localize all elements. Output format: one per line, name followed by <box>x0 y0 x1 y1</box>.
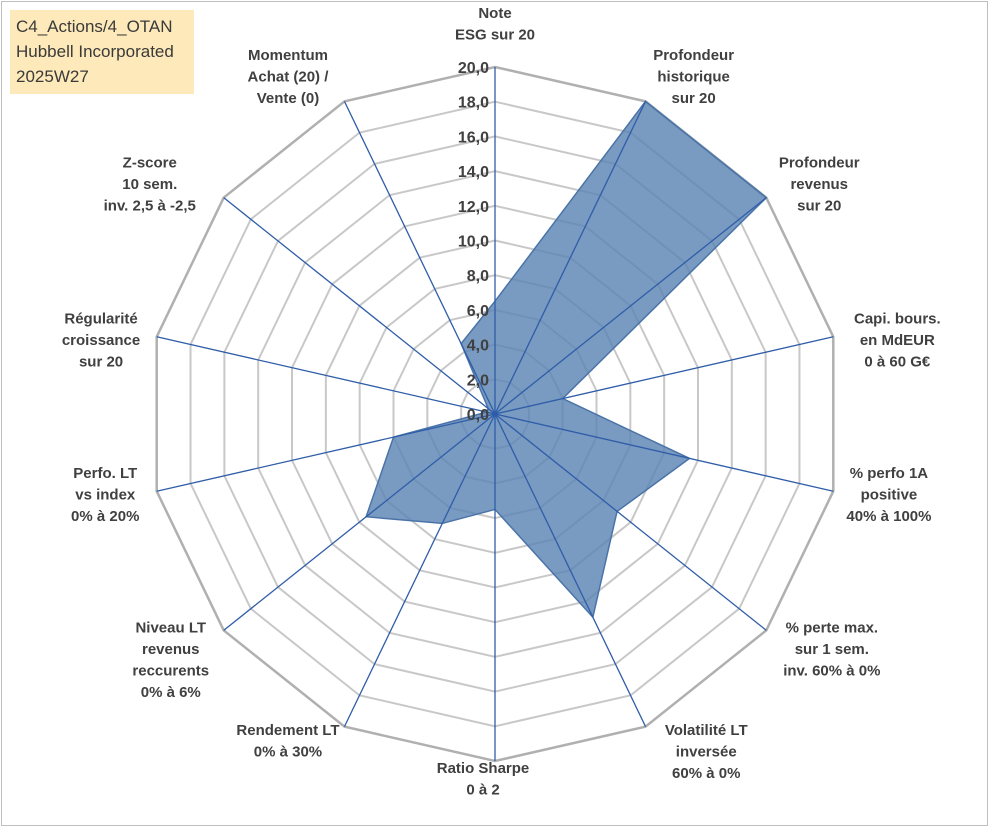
tick-label: 12,0 <box>458 199 489 216</box>
axis-label-line: sur 1 sem. <box>795 641 869 658</box>
tick-label: 14,0 <box>458 164 489 181</box>
axis-label: Volatilité LT inversée 60% à 0% <box>665 722 748 782</box>
axis-label-line: ESG sur 20 <box>455 27 535 44</box>
axis-label: Ratio Sharpe 0 à 2 <box>437 760 530 799</box>
axis-spoke <box>156 413 496 492</box>
axis-label-line: 0 à 2 <box>466 782 499 799</box>
axis-label-line: Ratio Sharpe <box>437 760 530 777</box>
axis-label-line: vs index <box>75 486 136 503</box>
title-line-company: Hubbell Incorporated <box>16 42 174 61</box>
axis-label-line: Note <box>478 5 511 22</box>
axis-label-line: % perte max. <box>786 619 879 636</box>
axis-label-line: Volatilité LT <box>665 722 748 739</box>
axis-label-line: revenus <box>142 641 200 658</box>
axis-label: % perfo 1A positive 40% à 100% <box>846 465 931 525</box>
axis-label-line: inversée <box>676 744 737 761</box>
axis-label: Z-score 10 sem. inv. 2,5 à -2,5 <box>104 154 196 214</box>
axis-label: Perfo. LT vs index 0% à 20% <box>71 465 139 525</box>
axis-label-line: Capi. bours. <box>854 311 941 328</box>
axis-spoke <box>156 336 496 415</box>
axis-spoke <box>494 101 647 415</box>
tick-label: 4,0 <box>467 338 489 355</box>
axis-label: Niveau LT revenus reccurents 0% à 6% <box>132 619 209 701</box>
axis-label-line: Achat (20) / <box>248 68 330 85</box>
axis-label-line: % perfo 1A <box>850 465 929 482</box>
axis-label: Profondeur revenus sur 20 <box>779 154 860 214</box>
axis-label-line: 0% à 20% <box>71 508 139 525</box>
axis-label-line: Profondeur <box>779 154 860 171</box>
tick-label: 16,0 <box>458 129 489 146</box>
tick-label: 10,0 <box>458 234 489 251</box>
axis-label: Régularité croissance sur 20 <box>62 311 140 371</box>
tick-label: 2,0 <box>467 372 489 389</box>
axis-label-line: 40% à 100% <box>846 508 931 525</box>
axis-label-line: sur 20 <box>79 354 123 371</box>
axis-spoke <box>494 413 834 492</box>
axis-label-line: Profondeur <box>653 47 734 64</box>
tick-label: 18,0 <box>458 95 489 112</box>
axis-spoke <box>223 413 496 631</box>
axis-label: Momentum Achat (20) / Vente (0) <box>248 47 330 107</box>
axis-label-line: croissance <box>62 332 140 349</box>
axis-label: Rendement LT 0% à 30% <box>236 722 339 761</box>
axis-label: % perte max. sur 1 sem. inv. 60% à 0% <box>783 619 880 679</box>
axis-label-line: Z-score <box>123 154 177 171</box>
axis-label: Profondeur historique sur 20 <box>653 47 734 107</box>
axis-label-line: positive <box>861 486 918 503</box>
tick-label: 20,0 <box>458 60 489 77</box>
axis-spoke <box>343 413 496 727</box>
title-line-portfolio: C4_Actions/4_OTAN <box>16 17 173 36</box>
axis-label-line: Régularité <box>64 311 137 328</box>
tick-label: 0,0 <box>467 407 489 424</box>
axis-label-line: 60% à 0% <box>672 765 740 782</box>
axis-label-line: Niveau LT <box>135 619 206 636</box>
axis-label-line: inv. 2,5 à -2,5 <box>104 197 196 214</box>
axis-label-line: inv. 60% à 0% <box>783 662 880 679</box>
axis-spoke <box>494 413 647 727</box>
axis-spoke <box>494 413 767 631</box>
axis-label-line: 0% à 6% <box>141 684 201 701</box>
axis-spoke <box>343 101 496 415</box>
axis-label-line: sur 20 <box>672 90 716 107</box>
title-box: C4_Actions/4_OTAN Hubbell Incorporated 2… <box>10 10 194 94</box>
axis-label-line: Rendement LT <box>236 722 339 739</box>
axis-label: Note ESG sur 20 <box>455 5 535 44</box>
axis-label-line: historique <box>657 68 730 85</box>
axis-label-line: 10 sem. <box>122 176 177 193</box>
axis-spoke <box>494 197 767 415</box>
tick-label: 8,0 <box>467 268 489 285</box>
axis-label-line: Perfo. LT <box>73 465 137 482</box>
axis-label-line: Vente (0) <box>257 90 320 107</box>
axis-label-line: 0 à 60 G€ <box>864 354 931 371</box>
axis-label: Capi. bours. en MdEUR 0 à 60 G€ <box>854 311 941 371</box>
axis-label-line: Momentum <box>248 47 328 64</box>
axis-label-line: reccurents <box>132 662 209 679</box>
tick-label: 6,0 <box>467 303 489 320</box>
title-line-week: 2025W27 <box>16 67 89 86</box>
axis-label-line: 0% à 30% <box>254 744 322 761</box>
axis-spoke <box>494 336 834 415</box>
axis-label-line: sur 20 <box>797 197 841 214</box>
axis-label-line: revenus <box>790 176 848 193</box>
axis-label-line: en MdEUR <box>860 332 935 349</box>
axis-spoke <box>223 197 496 415</box>
